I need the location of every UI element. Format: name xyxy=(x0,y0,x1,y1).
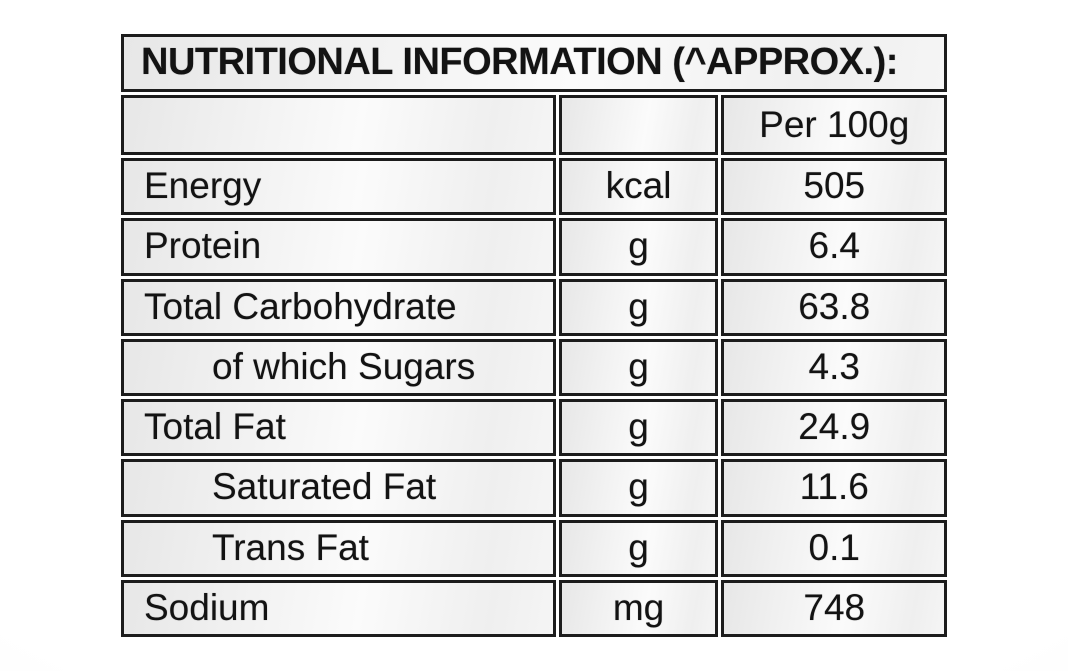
nutrient-label: Total Carbohydrate xyxy=(121,278,556,336)
nutrition-table: NUTRITIONAL INFORMATION (^APPROX.): Per … xyxy=(118,31,950,640)
nutrient-value: 11.6 xyxy=(721,459,947,517)
nutrient-label: Energy xyxy=(121,158,556,216)
nutrient-label: Protein xyxy=(121,218,556,276)
table-row-trans-fat: Trans Fat g 0.1 xyxy=(121,519,947,577)
nutrient-value: 505 xyxy=(721,158,947,216)
nutrient-label: Saturated Fat xyxy=(121,459,556,517)
nutrient-value: 6.4 xyxy=(721,218,947,276)
nutrient-value: 24.9 xyxy=(721,399,947,457)
header-spacer-unit-cell xyxy=(558,95,719,155)
nutrient-value: 4.3 xyxy=(721,338,947,396)
column-header-row: Per 100g xyxy=(121,95,947,155)
nutrient-label: Sodium xyxy=(121,579,556,637)
nutrient-label: Total Fat xyxy=(121,399,556,457)
nutrient-value: 748 xyxy=(721,579,947,637)
nutrient-unit: kcal xyxy=(558,158,719,216)
nutrient-label: Trans Fat xyxy=(121,519,556,577)
table-row-saturated-fat: Saturated Fat g 11.6 xyxy=(121,459,947,517)
table-row-energy: Energy kcal 505 xyxy=(121,158,947,216)
table-row-total-fat: Total Fat g 24.9 xyxy=(121,399,947,457)
header-spacer-name-cell xyxy=(121,95,556,155)
nutrient-value: 63.8 xyxy=(721,278,947,336)
nutrient-label: of which Sugars xyxy=(121,338,556,396)
nutrient-unit: mg xyxy=(558,579,719,637)
table-row-of-which-sugars: of which Sugars g 4.3 xyxy=(121,338,947,396)
table-row-total-carbohydrate: Total Carbohydrate g 63.8 xyxy=(121,278,947,336)
table-row-sodium: Sodium mg 748 xyxy=(121,579,947,637)
table-title: NUTRITIONAL INFORMATION (^APPROX.): xyxy=(121,34,947,92)
nutrient-unit: g xyxy=(558,278,719,336)
title-row: NUTRITIONAL INFORMATION (^APPROX.): xyxy=(121,34,947,92)
column-header-per-100g: Per 100g xyxy=(721,95,947,155)
nutrient-unit: g xyxy=(558,218,719,276)
nutrient-unit: g xyxy=(558,338,719,396)
nutrient-value: 0.1 xyxy=(721,519,947,577)
nutrient-unit: g xyxy=(558,459,719,517)
nutrient-unit: g xyxy=(558,399,719,457)
nutrient-unit: g xyxy=(558,519,719,577)
table-row-protein: Protein g 6.4 xyxy=(121,218,947,276)
